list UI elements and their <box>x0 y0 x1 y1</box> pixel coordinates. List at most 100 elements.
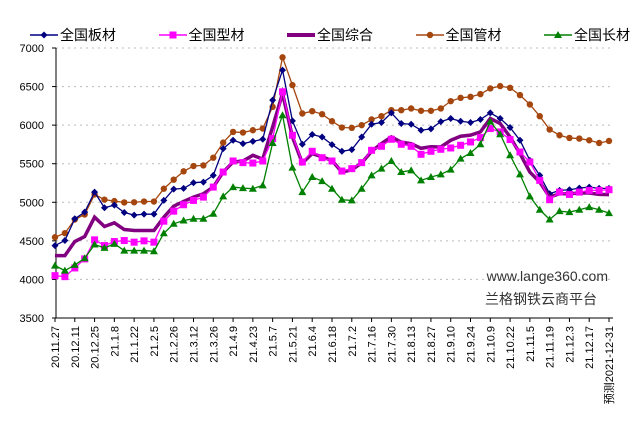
legend-label: 全国管材 <box>445 28 502 44</box>
data-point-s0-15 <box>199 178 207 186</box>
data-point-s0-20 <box>249 137 257 145</box>
data-point-s3-13 <box>180 168 187 175</box>
data-point-s4-8 <box>130 246 139 254</box>
data-point-s3-21 <box>259 125 266 132</box>
legend-label: 全国长材 <box>574 28 630 44</box>
data-point-s1-24 <box>288 131 296 139</box>
data-point-s1-46 <box>506 136 514 144</box>
data-point-s4-33 <box>377 164 386 172</box>
data-point-s4-43 <box>476 140 485 148</box>
legend-swatch-icon <box>415 31 444 39</box>
data-point-s3-38 <box>427 107 435 114</box>
data-point-s3-39 <box>437 105 445 112</box>
data-point-s4-55 <box>595 205 604 213</box>
data-point-s4-38 <box>426 173 435 181</box>
data-point-s3-37 <box>417 107 425 114</box>
data-point-s4-9 <box>140 246 149 254</box>
data-point-s1-20 <box>249 159 257 167</box>
x-tick-label: 20.12.11 <box>70 326 82 368</box>
data-point-s0-47 <box>516 136 524 144</box>
data-point-s4-56 <box>605 209 613 217</box>
data-point-s0-1 <box>61 237 69 245</box>
x-tick-label: 21.1.22 <box>129 326 141 363</box>
data-point-s0-8 <box>130 211 138 219</box>
data-point-s4-25 <box>298 188 307 196</box>
data-point-s3-40 <box>447 97 454 105</box>
data-point-s3-25 <box>299 110 306 117</box>
data-point-s0-18 <box>229 136 237 144</box>
data-point-s1-29 <box>338 167 346 175</box>
data-point-s3-55 <box>595 139 603 147</box>
x-tick-label: 21.6.4 <box>307 326 319 357</box>
data-point-s3-24 <box>289 81 296 89</box>
data-point-s0-23 <box>279 66 287 74</box>
data-point-s4-54 <box>585 203 594 211</box>
data-point-s1-36 <box>407 142 415 150</box>
data-point-s1-18 <box>229 157 237 165</box>
data-point-s4-2 <box>70 260 79 268</box>
data-point-s3-35 <box>398 106 405 114</box>
data-point-s1-38 <box>427 147 435 155</box>
x-tick-label: 21.8.27 <box>426 326 438 363</box>
data-point-s3-46 <box>506 84 514 92</box>
x-tick-label: 21.4.23 <box>248 326 260 363</box>
data-point-s1-28 <box>328 157 336 165</box>
data-point-s4-50 <box>545 215 554 223</box>
data-point-s1-19 <box>239 159 247 167</box>
data-point-s1-17 <box>219 168 227 176</box>
data-point-s0-0 <box>51 242 59 250</box>
data-point-s4-30 <box>347 196 356 204</box>
legend-item: 全国管材 <box>415 24 502 46</box>
data-point-s1-48 <box>526 158 534 166</box>
data-point-s1-1 <box>61 273 69 281</box>
data-point-s3-36 <box>407 105 415 112</box>
watermark-platform: 兰格钢铁云商平台 <box>485 291 597 307</box>
data-point-s3-12 <box>170 176 177 183</box>
data-point-s3-16 <box>210 154 217 161</box>
data-point-s0-40 <box>447 115 455 123</box>
x-tick-label: 21.7.30 <box>386 326 398 363</box>
data-point-s1-56 <box>605 186 613 194</box>
data-point-s0-10 <box>150 210 158 218</box>
data-point-s3-29 <box>338 124 346 131</box>
data-point-s3-15 <box>200 162 207 169</box>
data-point-s1-30 <box>348 165 356 173</box>
data-point-s3-43 <box>477 90 484 98</box>
data-point-s3-14 <box>190 162 197 170</box>
data-point-s1-51 <box>556 188 564 196</box>
data-point-s4-1 <box>60 266 69 274</box>
data-point-s3-6 <box>111 197 118 205</box>
data-point-s1-13 <box>180 201 188 209</box>
data-point-s3-20 <box>249 127 257 134</box>
x-tick-label: 21.11.19 <box>545 326 557 368</box>
data-point-s0-4 <box>91 188 99 196</box>
data-point-s0-6 <box>110 201 118 209</box>
data-point-s1-33 <box>377 142 385 150</box>
data-point-s1-35 <box>397 140 405 148</box>
legend-item: 全国综合 <box>287 24 373 46</box>
data-point-s0-33 <box>377 119 385 127</box>
data-point-s4-48 <box>525 192 534 200</box>
data-point-s4-32 <box>367 171 376 179</box>
x-tick-label: 21.9.10 <box>446 326 458 363</box>
data-point-s4-20 <box>248 184 257 192</box>
y-tick-label: 3500 <box>20 313 44 325</box>
legend-swatch-icon <box>544 31 572 38</box>
data-point-s1-11 <box>160 217 168 225</box>
data-point-s0-27 <box>318 133 326 141</box>
data-point-s0-36 <box>407 120 415 128</box>
data-point-s3-33 <box>378 112 385 120</box>
legend-swatch-icon <box>287 33 315 37</box>
data-point-s0-44 <box>486 109 494 117</box>
y-tick-label: 6000 <box>20 120 44 132</box>
legend-label: 全国型材 <box>188 28 245 44</box>
data-point-s3-30 <box>348 124 355 132</box>
series-line-4 <box>54 112 610 272</box>
legend-item: 全国长材 <box>544 24 630 46</box>
data-point-s3-49 <box>536 112 543 120</box>
legend-item: 全国板材 <box>30 24 116 46</box>
data-point-s1-40 <box>447 144 455 152</box>
data-point-s0-31 <box>358 133 366 141</box>
data-point-s1-50 <box>546 196 554 204</box>
